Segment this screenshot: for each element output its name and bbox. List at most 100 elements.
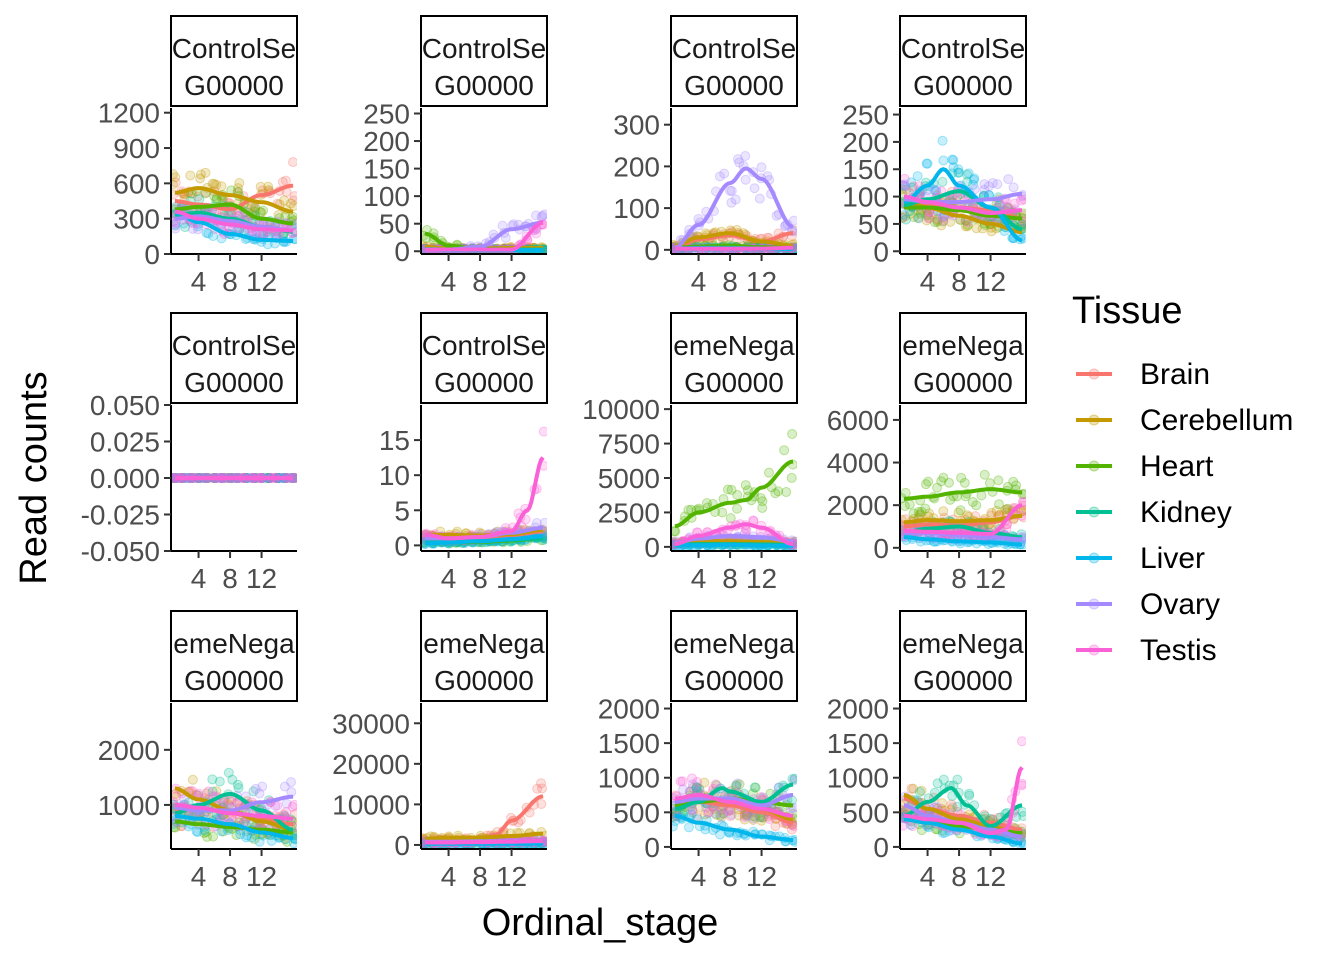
y-tick-label: 5000 [598,463,660,494]
scatter-point [248,786,259,797]
scatter-point [1015,195,1026,206]
x-tick-label: 8 [222,266,238,297]
scatter-point [992,179,1003,190]
scatter-point [250,203,261,214]
strip-label-line1: emeNega [902,330,1024,361]
scatter-point [223,767,234,778]
scatter-point [900,212,908,223]
legend-item-heart: Heart [1076,450,1214,483]
legend-label: Kidney [1140,496,1232,529]
scatter-point [678,784,689,795]
x-tick-label: 4 [441,563,457,594]
plot-area [671,773,797,847]
scatter-point [701,498,712,509]
scatter-point [195,173,206,184]
strip-label-line1: ControlSe [422,330,547,361]
legend-key-point [1088,506,1100,518]
scatter-point [288,838,297,849]
scatter-point [734,779,745,790]
scatter-point [962,221,973,232]
scatter-point [979,179,990,190]
scatter-point [733,154,744,165]
scatter-point [241,832,252,843]
scatter-point [257,781,268,792]
scatter-point [938,215,949,226]
scatter-point [900,173,910,184]
scatter-point [916,506,927,517]
y-tick-label: 0 [144,239,160,270]
panel-strip [670,15,798,107]
scatter-point [288,195,297,206]
y-tick-label: 900 [113,133,160,164]
scatter-point [289,799,297,810]
scatter-point [185,170,196,181]
smooth-line-ovary [674,793,794,808]
y-tick-label: 2500 [598,497,660,528]
scatter-point [187,223,198,234]
scatter-point [687,807,698,818]
scatter-point [222,798,233,809]
smooth-line-heart [903,487,1023,501]
y-tick-label: 0 [873,533,889,564]
scatter-point [739,814,750,825]
scatter-point [263,181,274,192]
scatter-point [936,220,947,231]
y-tick-label: 0 [644,532,660,563]
scatter-point [683,505,694,516]
y-tick-label: 1000 [827,763,889,794]
scatter-point [1000,504,1011,515]
scatter-point [732,778,743,789]
scatter-point [691,783,702,794]
y-tick-label: 10 [379,460,410,491]
scatter-point [726,185,737,196]
panel-5: ControlSe G00000 -0.050 -0.025 0.000 0.025 0.0… [81,312,298,594]
strip-label-line1: ControlSe [172,330,297,361]
scatter-point [740,150,751,161]
scatter-point [227,774,238,785]
strip-label-line1: ControlSe [172,33,297,64]
scatter-point [922,209,933,220]
scatter-point [962,219,973,230]
scatter-point [913,506,924,517]
scatter-point [912,212,923,223]
scatter-point [750,782,761,793]
legend: Tissue Brain Cerebellum Heart Kidney Liver Ova… [1072,290,1293,667]
smooth-line-testis [174,209,294,233]
scatter-point [937,828,948,839]
scatter-point [671,526,680,537]
scatter-point [1002,503,1013,514]
scatter-point [946,799,957,810]
y-tick-label: 150 [363,154,410,185]
panel-strip [420,610,548,702]
scatter-point [691,782,702,793]
y-tick-label: 10000 [582,394,660,425]
smooth-line-testis [424,220,544,252]
strip-label-line2: G00000 [184,665,284,696]
y-tick-label: 0.050 [90,390,160,421]
scatter-point [179,794,190,805]
scatter-point [742,811,753,822]
smooth-line-testis [674,522,794,547]
legend-item-liver: Liver [1076,542,1205,575]
scatter-point [740,480,751,491]
scatter-point [952,774,963,785]
smooth-line-testis [174,802,294,821]
x-tick-label: 4 [191,563,207,594]
plot-area [421,209,547,254]
scatter-point [686,809,697,820]
scatter-point [500,232,511,243]
scatter-point [192,224,203,235]
y-tick-label: 0.000 [90,463,160,494]
x-tick-label: 8 [951,563,967,594]
scatter-point [929,185,940,196]
scatter-point [537,783,547,794]
strip-label-line2: G00000 [684,367,784,398]
scatter-point [203,786,214,797]
x-tick-label: 4 [920,266,936,297]
strip-label-line1: emeNega [173,628,295,659]
scatter-point [725,811,736,822]
y-tick-label: 300 [613,110,660,141]
scatter-point [255,181,266,192]
scatter-point [749,782,760,793]
plot-area [171,473,297,483]
